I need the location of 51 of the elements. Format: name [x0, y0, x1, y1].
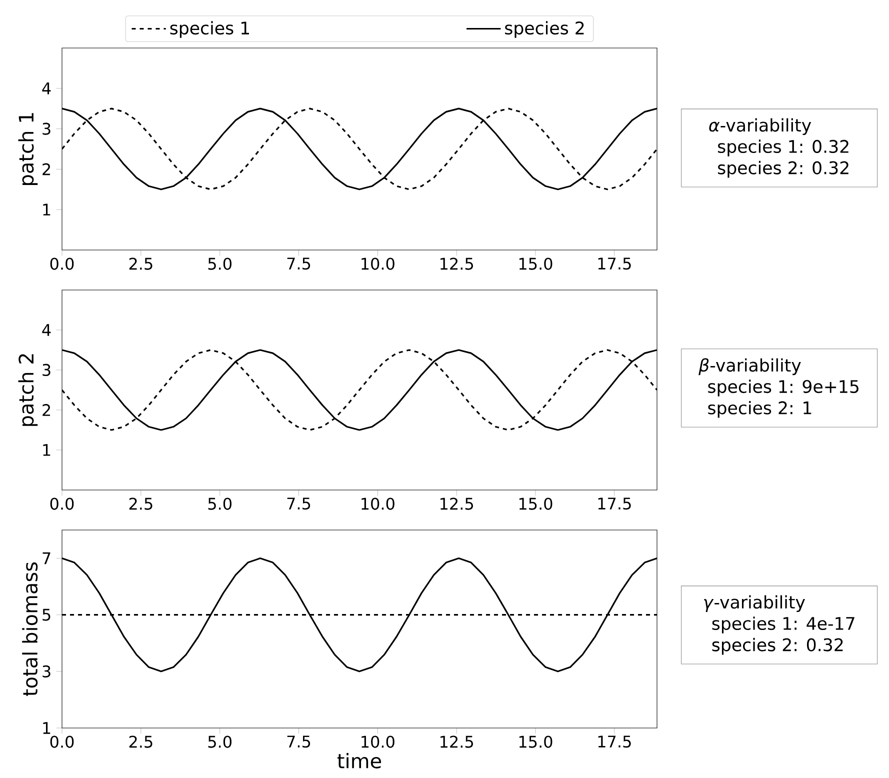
y-tick-label: 2 — [42, 163, 50, 176]
x-tick-label: 2.5 — [129, 498, 152, 510]
x-tick-label: 7.5 — [287, 258, 310, 270]
x-tick-label: 15.0 — [519, 258, 552, 270]
y-tick-label: 3 — [42, 364, 50, 376]
x-tick-label: 10.0 — [362, 736, 394, 748]
x-tick-label: 15.0 — [519, 736, 552, 748]
x-tick-label: 2.5 — [129, 736, 152, 748]
text: species 2: 1 — [708, 400, 812, 418]
y-axis-title: patch 2 — [18, 354, 38, 426]
text: species 1: 9e+15 — [708, 380, 858, 396]
y-tick-label: 4 — [42, 82, 51, 94]
text: species 2: 0.32 — [718, 160, 848, 178]
y-tick-label: 1 — [43, 722, 50, 734]
legend-label: species 2 — [505, 21, 584, 38]
text: β-variability — [698, 358, 801, 376]
x-tick-label: 7.5 — [287, 498, 310, 510]
x-axis-title: time — [337, 752, 382, 768]
y-tick-label: 4 — [42, 324, 51, 336]
x-tick-label: 7.5 — [287, 736, 310, 748]
x-tick-label: 10.0 — [362, 258, 394, 270]
y-tick-label: 2 — [42, 404, 50, 416]
text: species 2: 0.32 — [712, 638, 843, 655]
x-tick-label: 5.0 — [208, 736, 232, 748]
x-tick-label: 12.5 — [440, 736, 473, 748]
text: α-variability — [709, 118, 812, 136]
x-tick-label: 15.0 — [519, 498, 552, 510]
text: species 1: 0.32 — [718, 140, 848, 156]
x-tick-label: 0.0 — [50, 736, 74, 748]
x-tick-label: 5.0 — [208, 258, 232, 270]
y-tick-label: 7 — [42, 552, 50, 564]
x-tick-label: 0.0 — [50, 498, 74, 510]
y-axis-title: patch 1 — [18, 113, 38, 185]
text: species 1: 4e-17 — [712, 616, 854, 634]
y-tick-label: 3 — [42, 665, 50, 678]
legend-label: species 1 — [170, 21, 250, 38]
x-tick-label: 2.5 — [129, 258, 152, 270]
x-tick-label: 12.5 — [440, 258, 473, 270]
y-axis-title: total biomass — [22, 562, 38, 696]
x-tick-label: 17.5 — [598, 258, 631, 270]
x-tick-label: 0.0 — [50, 258, 74, 270]
y-tick-label: 3 — [42, 122, 50, 135]
x-tick-label: 5.0 — [208, 498, 232, 510]
y-tick-label: 1 — [43, 204, 50, 216]
text: γ-variability — [704, 595, 805, 612]
y-tick-label: 5 — [42, 608, 50, 621]
x-tick-label: 17.5 — [598, 498, 631, 510]
y-tick-label: 1 — [43, 444, 50, 456]
x-tick-label: 17.5 — [598, 736, 631, 748]
x-tick-label: 10.0 — [362, 498, 394, 510]
x-tick-label: 12.5 — [440, 498, 473, 510]
